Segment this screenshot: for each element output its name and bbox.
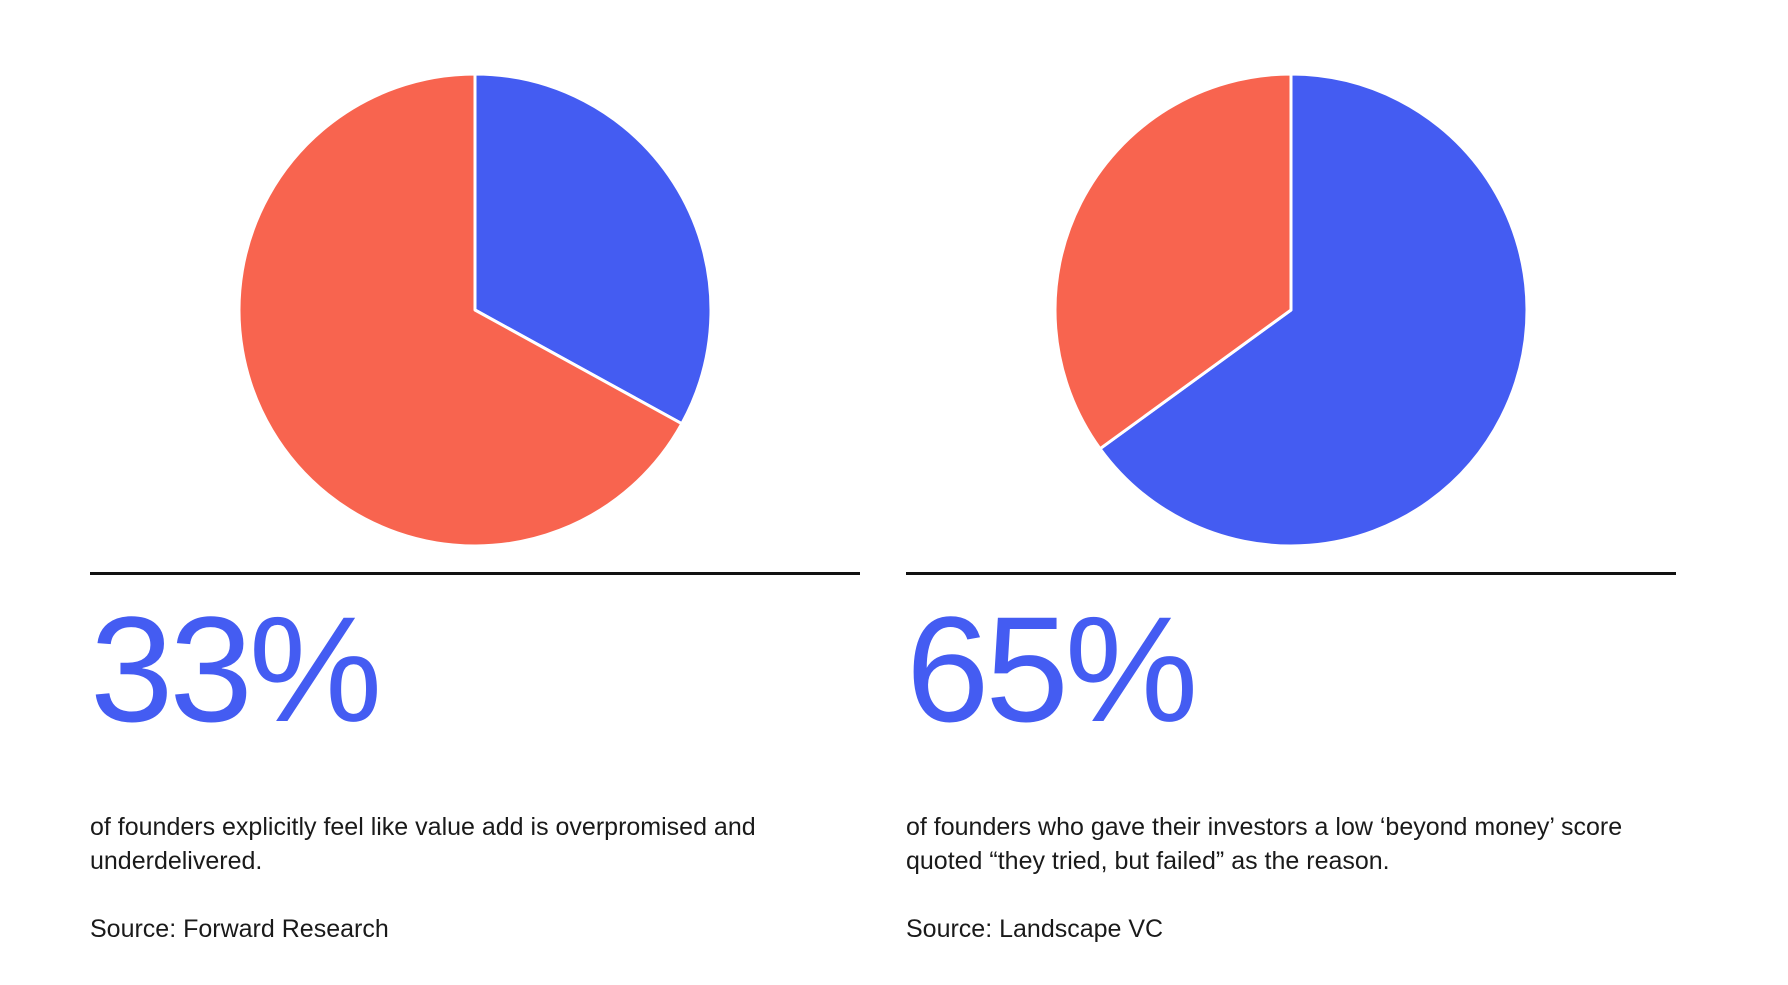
pie-slice-1 bbox=[237, 72, 684, 548]
divider-rule bbox=[90, 572, 860, 575]
pie-chart-right bbox=[1053, 72, 1529, 548]
stat-value: 65% bbox=[906, 585, 1198, 753]
stat-description: of founders explicitly feel like value a… bbox=[90, 813, 756, 875]
pie-chart-left bbox=[237, 72, 713, 548]
pie-slice-1 bbox=[1053, 72, 1293, 451]
pie-slice-0 bbox=[1098, 72, 1529, 548]
source-label: Source: Landscape VC bbox=[906, 915, 1164, 943]
source-label: Source: Forward Research bbox=[90, 915, 389, 943]
stat-panel-left: 33% of founders explicitly feel like val… bbox=[90, 0, 860, 985]
pie-slice-0 bbox=[473, 72, 713, 426]
stat-value: 33% bbox=[90, 585, 382, 753]
stat-panel-right: 65% of founders who gave their investors… bbox=[906, 0, 1676, 985]
divider-rule bbox=[906, 572, 1676, 575]
stat-description: of founders who gave their investors a l… bbox=[906, 813, 1623, 875]
